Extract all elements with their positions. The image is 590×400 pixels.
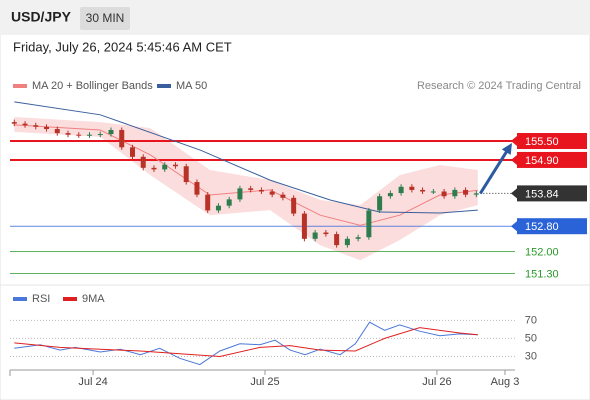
candle-body bbox=[473, 193, 479, 195]
symbol: USD/JPY bbox=[11, 9, 72, 25]
x-tick-label: Jul 26 bbox=[422, 376, 451, 388]
interval-button[interactable] bbox=[80, 7, 130, 30]
legend-swatch bbox=[13, 297, 27, 301]
forecast-arrowhead bbox=[501, 143, 512, 155]
legend-swatch bbox=[157, 84, 171, 88]
y-tick-label: 30 bbox=[525, 350, 537, 362]
interval-label[interactable]: 30 MIN bbox=[86, 11, 125, 25]
candle-body bbox=[387, 193, 393, 197]
legend-label: RSI bbox=[32, 293, 50, 305]
candle-body bbox=[452, 189, 458, 197]
level-label: 155.50 bbox=[525, 136, 559, 148]
candle-body bbox=[237, 188, 243, 200]
level-label-notch bbox=[511, 188, 517, 199]
candle-body bbox=[377, 196, 383, 211]
datetime: Friday, July 26, 2024 5:45:46 AM CET bbox=[13, 39, 232, 54]
legend-label: 9MA bbox=[82, 293, 105, 305]
candle-body bbox=[33, 125, 39, 127]
level-label-bg bbox=[517, 218, 587, 235]
candle-body bbox=[194, 182, 200, 195]
candle-body bbox=[108, 129, 114, 135]
level-label: 153.84 bbox=[525, 188, 559, 200]
candle-body bbox=[172, 164, 178, 167]
candle-body bbox=[301, 213, 307, 239]
candle-body bbox=[65, 133, 71, 135]
candle-body bbox=[162, 164, 168, 170]
rsi-line bbox=[14, 321, 478, 366]
candle-body bbox=[248, 188, 254, 190]
candle-body bbox=[87, 134, 93, 136]
candle-body bbox=[441, 191, 447, 197]
level-label-notch bbox=[511, 154, 517, 165]
candle-body bbox=[54, 129, 60, 134]
level-label-bg bbox=[517, 185, 587, 202]
candle-body bbox=[215, 205, 221, 211]
legend-swatch bbox=[13, 84, 27, 88]
candle-body bbox=[344, 238, 350, 246]
level-label-bg bbox=[517, 151, 587, 168]
legend-swatch bbox=[63, 297, 77, 301]
level-label: 151.30 bbox=[525, 268, 559, 280]
candle-body bbox=[151, 167, 157, 170]
candle-body bbox=[312, 232, 318, 239]
candle-body bbox=[291, 197, 297, 214]
level-label: 152.80 bbox=[525, 221, 559, 233]
candle-body bbox=[463, 189, 469, 195]
candle-body bbox=[366, 210, 372, 238]
level-label: 152.00 bbox=[525, 246, 559, 258]
candle-body bbox=[226, 199, 232, 206]
candle-body bbox=[420, 189, 426, 192]
candle-body bbox=[119, 129, 125, 148]
x-tick-label: Jul 25 bbox=[250, 376, 279, 388]
x-tick-label: Aug 3 bbox=[491, 376, 520, 388]
candle-body bbox=[334, 234, 340, 246]
candle-body bbox=[323, 232, 329, 235]
credit: Research © 2024 Trading Central bbox=[417, 80, 581, 92]
candle-body bbox=[76, 134, 82, 136]
legend-label: MA 50 bbox=[176, 80, 207, 92]
forecast-arrow bbox=[479, 147, 511, 195]
candle-body bbox=[280, 194, 286, 198]
y-tick-label: 70 bbox=[525, 314, 537, 326]
candle-body bbox=[44, 126, 50, 130]
x-tick-label: Jul 24 bbox=[78, 376, 107, 388]
ma50-line bbox=[14, 101, 478, 214]
candle-body bbox=[355, 237, 361, 239]
candle-body bbox=[430, 191, 436, 193]
candle-body bbox=[409, 186, 415, 190]
candle-body bbox=[269, 191, 275, 195]
level-label-notch bbox=[511, 221, 517, 232]
candle-body bbox=[97, 134, 103, 136]
candle-body bbox=[258, 189, 264, 192]
candle-body bbox=[183, 166, 189, 183]
candle-body bbox=[129, 147, 135, 157]
candle-body bbox=[140, 156, 146, 168]
y-tick-label: 50 bbox=[525, 332, 537, 344]
level-label-bg bbox=[517, 133, 587, 150]
candle-body bbox=[205, 194, 211, 211]
level-label-notch bbox=[511, 136, 517, 147]
candle-body bbox=[11, 122, 17, 124]
level-label: 154.90 bbox=[525, 155, 559, 167]
candle-body bbox=[398, 186, 404, 194]
rsi-ma-line bbox=[14, 327, 478, 358]
candle-body bbox=[22, 123, 28, 126]
legend-label: MA 20 + Bollinger Bands bbox=[32, 80, 153, 92]
